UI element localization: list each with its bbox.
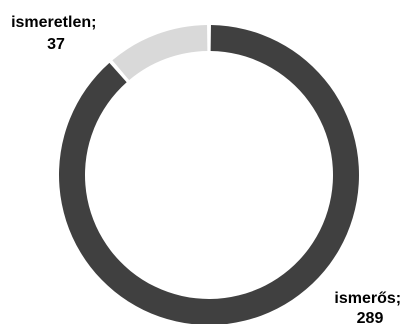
data-label-ismeretlen: ismeretlen; 37	[11, 14, 101, 53]
doughnut-slices	[59, 25, 359, 324]
data-label-ismeros-name: ismerős;	[334, 290, 401, 307]
data-label-ismeros-value: 289	[357, 310, 384, 324]
data-label-ismeros: ismerős; 289	[334, 290, 405, 324]
slice-ismeretlen	[112, 25, 208, 81]
data-label-ismeretlen-value: 37	[47, 36, 65, 53]
slice-ismeros	[59, 25, 359, 324]
data-label-ismeretlen-name: ismeretlen;	[11, 14, 96, 31]
